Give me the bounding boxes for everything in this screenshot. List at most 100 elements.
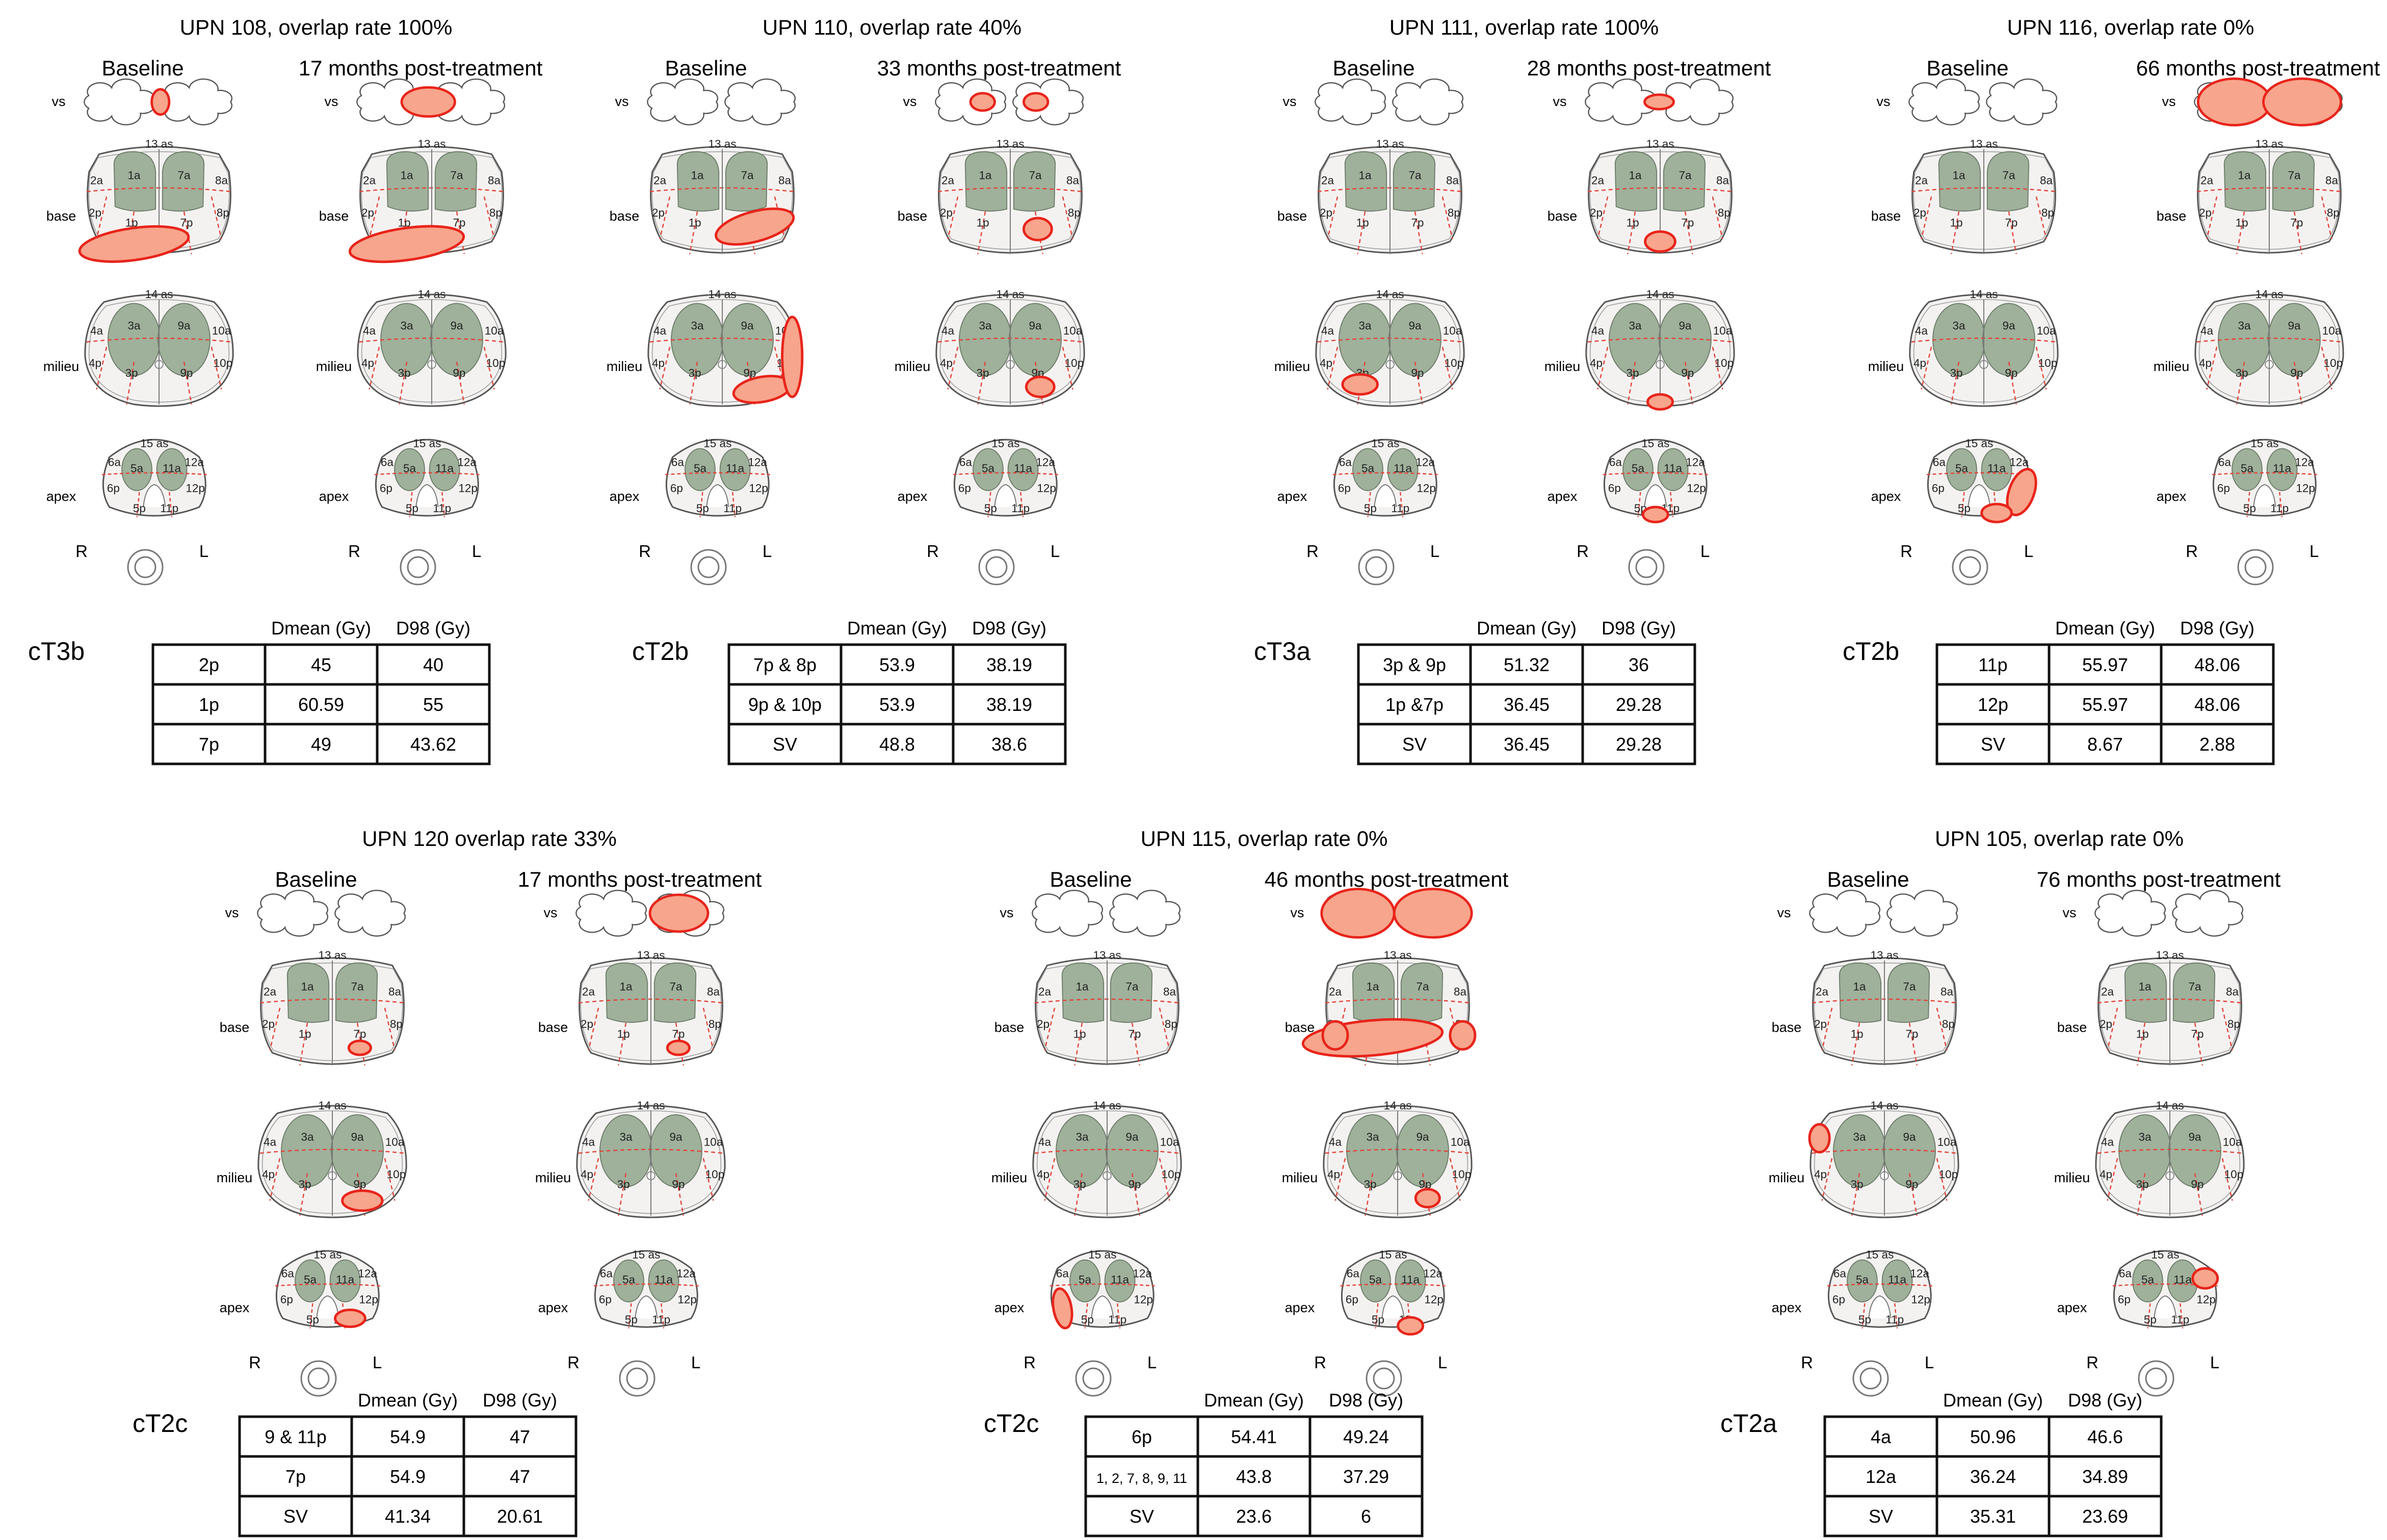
- table-frame: [238, 1415, 578, 1537]
- rectum-icon-inner: [407, 556, 429, 578]
- segment-label: 2p: [262, 1018, 275, 1030]
- rectum-icon: [978, 549, 1015, 586]
- gland-lobe-left: [1881, 1259, 1913, 1303]
- segment-label: 3a: [979, 320, 992, 332]
- zone-divider-left: [2137, 1173, 2146, 1216]
- segment-label: 15 as: [313, 1248, 342, 1261]
- zone-divider-right: [168, 492, 173, 517]
- apex-urethra: [1968, 484, 1991, 508]
- zone-divider-left: [1074, 1022, 1083, 1066]
- segment-label: 4a: [1591, 324, 1605, 337]
- segment-label: 10p: [2324, 357, 2343, 369]
- seminal-vesicle-right: [1585, 78, 1657, 125]
- gland-lobe-left: [1388, 303, 1441, 376]
- zone-divider-far-right: [211, 196, 222, 240]
- lesion-marker: [1449, 1020, 1477, 1051]
- segment-label: 8a: [1163, 985, 1176, 998]
- rectum-icon: [1952, 549, 1988, 586]
- level-label-apex: apex: [220, 1300, 250, 1315]
- gland-lobe-left: [2168, 1114, 2221, 1187]
- rectum-icon: [127, 549, 164, 586]
- zone-divider-horizontal: [1603, 472, 1708, 475]
- base-slice: 1a 7a 2a 8a 2p 1p 7p 8p 13 as: [1317, 138, 1463, 254]
- segment-label: 11p: [160, 502, 178, 515]
- segment-label: 10p: [1452, 1168, 1472, 1181]
- segment-label: 12a: [748, 456, 767, 469]
- level-label-milieu: milieu: [607, 359, 643, 374]
- segment-label: 3a: [1366, 1131, 1379, 1144]
- lesion-marker: [781, 315, 804, 399]
- zone-divider-left: [1851, 1022, 1860, 1066]
- segment-label: 4p: [1590, 357, 1603, 369]
- seminal-vesicle-left: [1109, 890, 1181, 937]
- segment-label: 11a: [1014, 462, 1032, 474]
- segment-label: 9p: [1411, 367, 1424, 380]
- gland-lobe-left: [331, 1114, 384, 1187]
- segment-label: 11a: [1987, 462, 2006, 474]
- table-frame: [1084, 1415, 1424, 1537]
- segment-label: 12p: [186, 482, 205, 495]
- segment-label: 8p: [1942, 1018, 1955, 1030]
- orientation-left: L: [1925, 1353, 1934, 1372]
- base-slice-inner: [1319, 151, 1461, 250]
- level-label-vs: vs: [544, 905, 558, 920]
- milieu-slice-inner: [1327, 1110, 1468, 1214]
- gland-lobe-right: [1622, 448, 1654, 491]
- segment-label: 8p: [2227, 1018, 2240, 1030]
- segment-label: 5p: [984, 502, 997, 515]
- table-cell: 38.19: [986, 694, 1032, 715]
- table-cell: 36.45: [1504, 734, 1550, 755]
- table-cell: 3p & 9p: [1383, 654, 1446, 675]
- zone-divider-right: [1116, 1303, 1121, 1329]
- zone-divider-right: [1684, 361, 1693, 405]
- gland-lobe-right: [613, 1259, 644, 1303]
- segment-label: 10a: [1063, 324, 1083, 337]
- segment-label: 7a: [1125, 980, 1139, 993]
- zone-divider-right: [2179, 1303, 2184, 1329]
- segment-label: 12p: [1134, 1293, 1153, 1306]
- segment-label: 1a: [1629, 169, 1642, 182]
- gland-lobe-left: [162, 151, 205, 212]
- segment-label: 7a: [741, 169, 754, 182]
- table-header-dmean: Dmean (Gy): [1204, 1390, 1304, 1411]
- gland-lobe-right: [2132, 1259, 2163, 1303]
- segment-label: 12p: [1911, 1293, 1930, 1306]
- zone-divider-far-left: [659, 196, 671, 240]
- segment-label: 15 as: [1641, 437, 1669, 449]
- table-cell: 9p & 10p: [748, 694, 822, 715]
- segment-label: 13 as: [2156, 949, 2184, 962]
- segment-label: 12p: [2296, 482, 2315, 495]
- segment-label: 10a: [1443, 324, 1462, 337]
- gland-lobe-right: [1344, 151, 1387, 212]
- rectum-icon-inner: [1365, 556, 1387, 578]
- segment-label: 5p: [2243, 502, 2256, 515]
- zone-divider-far-right: [1441, 196, 1453, 240]
- seminal-vesicles: [1908, 78, 2058, 125]
- apex-urethra: [1374, 484, 1397, 508]
- zone-divider-horizontal: [275, 1283, 380, 1287]
- segment-label: 12p: [749, 482, 768, 495]
- zone-divider-far-left: [1821, 1007, 1833, 1051]
- zone-divider-left: [126, 361, 135, 405]
- segment-label: 12a: [457, 456, 477, 469]
- segment-label: 10p: [2224, 1168, 2244, 1181]
- rectum-icon-inner: [2145, 1367, 2167, 1390]
- table-header-d98: D98 (Gy): [1602, 618, 1676, 639]
- segment-label: 11a: [1394, 462, 1412, 474]
- table-frame: [727, 643, 1067, 765]
- zone-divider-right: [2008, 361, 2017, 405]
- apex-urethra: [635, 1295, 658, 1319]
- zone-divider-far-left: [2107, 1158, 2118, 1201]
- base-slice: 1a 7a 2a 8a 2p 1p 7p 8p 13 as: [2196, 138, 2342, 254]
- segment-label: 8a: [1454, 985, 1467, 998]
- level-label-base: base: [1871, 208, 1901, 224]
- dose-table: Dmean (Gy) D98 (Gy) 9 & 11p 54.9 47 7p 54.9 47 S…: [238, 1390, 578, 1537]
- level-label-apex: apex: [1277, 489, 1307, 504]
- gland-lobe-left: [1387, 448, 1419, 491]
- zone-divider-left: [1367, 492, 1371, 517]
- seminal-vesicles: [647, 78, 796, 125]
- table-header-dmean: Dmean (Gy): [1943, 1390, 2043, 1411]
- segment-label: 5p: [1858, 1313, 1871, 1326]
